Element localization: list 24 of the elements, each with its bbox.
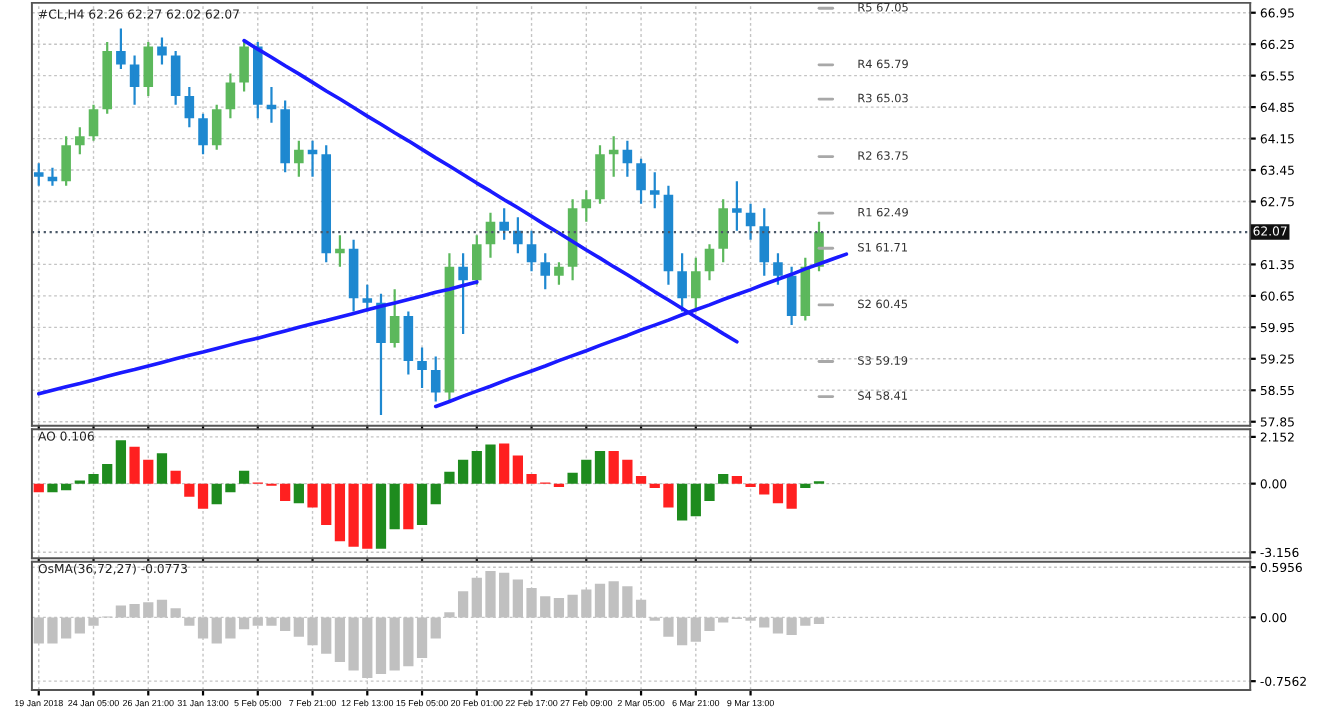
bar	[197, 483, 209, 509]
bar	[375, 483, 387, 549]
candlestick	[732, 180, 742, 232]
candlestick	[33, 162, 44, 187]
candlestick	[649, 171, 660, 210]
bar	[594, 451, 606, 484]
bar	[293, 483, 304, 504]
bar	[731, 476, 743, 484]
bar	[389, 483, 400, 530]
bar	[156, 453, 168, 484]
bar	[238, 470, 250, 484]
candlestick	[362, 283, 373, 313]
bar	[33, 483, 44, 493]
bar	[416, 483, 428, 525]
bar	[718, 473, 729, 484]
bar	[170, 470, 181, 484]
bar	[772, 483, 784, 504]
bar	[115, 440, 127, 484]
bar	[676, 483, 688, 521]
bar	[499, 443, 510, 484]
bar	[430, 483, 441, 505]
bar	[184, 483, 195, 497]
bar	[786, 483, 797, 509]
bar	[403, 483, 414, 530]
